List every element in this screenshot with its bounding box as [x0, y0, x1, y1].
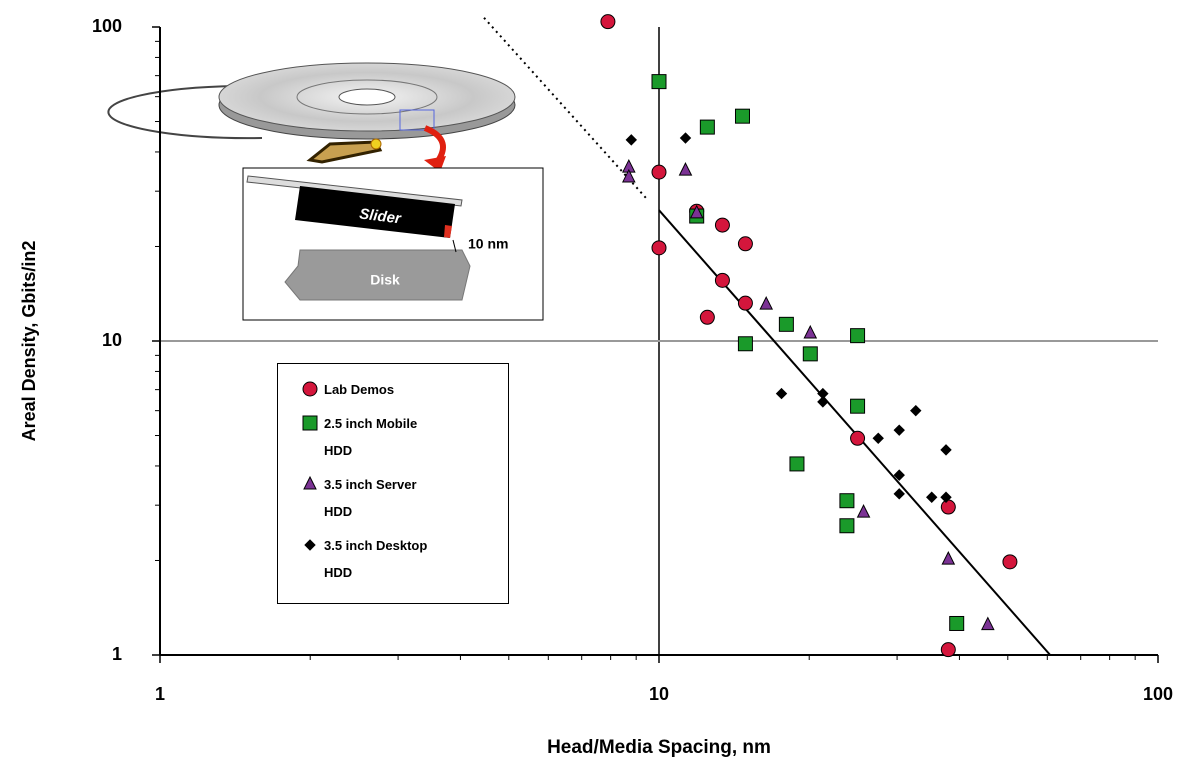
y-tick-label: 100	[92, 16, 122, 36]
point	[851, 399, 865, 413]
legend-entry: Lab Demos	[300, 376, 508, 403]
point	[626, 135, 636, 145]
point	[858, 505, 870, 517]
point	[779, 317, 793, 331]
y-axis-label: Areal Density, Gbits/in2	[19, 241, 39, 442]
point	[304, 477, 316, 489]
point	[851, 329, 865, 343]
legend-label: Lab Demos	[324, 376, 442, 403]
point	[941, 643, 955, 657]
page: Areal Density, Gbits/in2 Head/Media Spac…	[0, 0, 1178, 765]
chart: Areal Density, Gbits/in2 Head/Media Spac…	[0, 0, 1178, 765]
point	[894, 489, 904, 499]
legend-marker	[300, 410, 320, 437]
legend-label: 3.5 inch Desktop HDD	[324, 532, 442, 586]
annotation: Disk	[370, 272, 400, 288]
point	[303, 382, 317, 396]
legend-marker	[300, 376, 320, 403]
y-tick-label: 1	[112, 644, 122, 664]
point	[927, 492, 937, 502]
point	[1003, 555, 1017, 569]
point	[873, 433, 883, 443]
point	[777, 389, 787, 399]
point	[601, 15, 615, 29]
x-tick-label: 1	[155, 684, 165, 704]
point	[652, 165, 666, 179]
legend-marker	[300, 532, 320, 559]
point	[803, 347, 817, 361]
legend-entry: 3.5 inch Server HDD	[300, 471, 508, 525]
point	[679, 163, 691, 175]
point	[982, 618, 994, 630]
point	[680, 133, 690, 143]
x-tick-label: 10	[649, 684, 669, 704]
point	[715, 273, 729, 287]
legend: Lab Demos 2.5 inch Mobile HDD 3.5 inch Ser…	[277, 363, 509, 604]
x-tick-label: 100	[1143, 684, 1173, 704]
point	[305, 540, 315, 550]
legend-label: 2.5 inch Mobile HDD	[324, 410, 442, 464]
point	[760, 297, 772, 309]
point	[303, 416, 317, 430]
legend-marker	[300, 471, 320, 498]
point	[652, 241, 666, 255]
point	[700, 120, 714, 134]
point	[818, 397, 828, 407]
point	[738, 337, 752, 351]
point	[840, 519, 854, 533]
point	[700, 310, 714, 324]
point	[790, 457, 804, 471]
point	[941, 445, 951, 455]
y-tick-label: 10	[102, 330, 122, 350]
point	[715, 218, 729, 232]
point	[911, 406, 921, 416]
point	[738, 237, 752, 251]
annotation: 10 nm	[468, 236, 508, 252]
point	[950, 616, 964, 630]
legend-label: 3.5 inch Server HDD	[324, 471, 442, 525]
point	[735, 109, 749, 123]
point	[942, 552, 954, 564]
point	[851, 431, 865, 445]
legend-entry: 2.5 inch Mobile HDD	[300, 410, 508, 464]
x-axis-label: Head/Media Spacing, nm	[547, 737, 771, 758]
point	[840, 494, 854, 508]
point	[941, 500, 955, 514]
point	[738, 296, 752, 310]
inset-illustration	[108, 63, 543, 320]
legend-entry: 3.5 inch Desktop HDD	[300, 532, 508, 586]
point	[894, 425, 904, 435]
point	[652, 75, 666, 89]
point	[804, 326, 816, 338]
